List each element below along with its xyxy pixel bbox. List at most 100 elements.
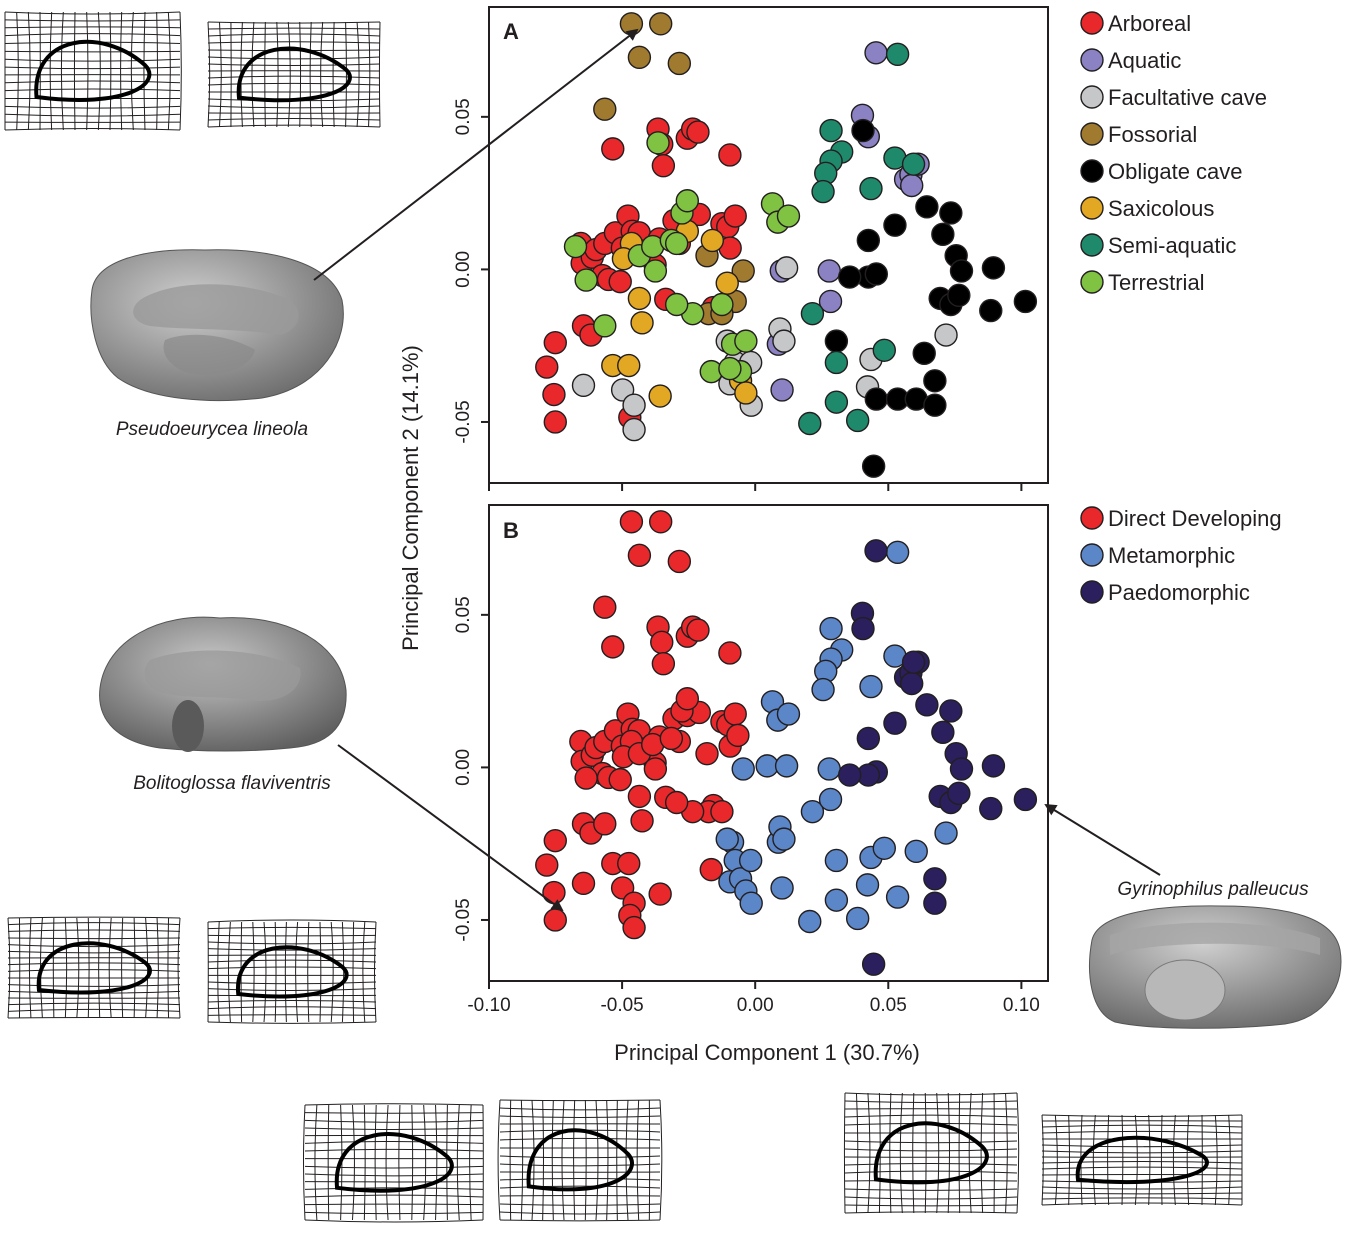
deformation-grid-6 — [497, 1099, 663, 1222]
point-metamorphic — [755, 754, 779, 778]
point-semi-aquatic — [872, 338, 896, 362]
panel-b-legend: Direct Developing Metamorphic Paedomorphic — [1080, 506, 1282, 605]
legend-label-arboreal: Arboreal — [1108, 11, 1191, 36]
point-obligate-cave — [824, 329, 849, 353]
point-fossorial — [619, 12, 644, 36]
point-metamorphic — [739, 891, 763, 915]
point-arboreal — [718, 143, 742, 167]
point-direct-developing — [648, 882, 672, 906]
panel-a-x-axis — [488, 483, 1023, 491]
legend-swatch-metamorphic — [1080, 543, 1104, 567]
point-arboreal — [601, 137, 625, 161]
point-facultative-cave — [934, 323, 958, 347]
point-metamorphic — [817, 757, 841, 781]
point-metamorphic — [715, 827, 739, 851]
legend-swatch-saxicolous — [1080, 196, 1104, 220]
point-paedomorphic — [851, 616, 875, 641]
point-paedomorphic — [981, 754, 1006, 778]
point-metamorphic — [934, 821, 958, 845]
point-direct-developing — [543, 828, 567, 853]
model-pseudoeurycea — [90, 249, 344, 401]
point-metamorphic — [776, 702, 801, 726]
point-paedomorphic — [1013, 787, 1038, 812]
point-obligate-cave — [931, 222, 955, 247]
point-direct-developing — [710, 799, 734, 824]
legend-label-obligate-cave: Obligate cave — [1108, 159, 1243, 184]
point-paedomorphic — [861, 952, 886, 976]
point-terrestrial — [675, 189, 700, 213]
point-paedomorphic — [923, 891, 947, 915]
point-direct-developing — [648, 510, 673, 534]
model-gyrinophilus — [1089, 905, 1342, 1029]
point-metamorphic — [770, 876, 794, 900]
point-saxicolous — [617, 353, 641, 378]
point-terrestrial — [646, 131, 670, 155]
point-obligate-cave — [939, 201, 963, 225]
point-saxicolous — [734, 381, 758, 405]
point-facultative-cave — [571, 373, 596, 398]
point-aquatic — [900, 173, 924, 198]
point-semi-aquatic — [798, 411, 822, 436]
point-obligate-cave — [979, 298, 1003, 323]
point-direct-developing — [667, 549, 692, 574]
point-direct-developing — [726, 723, 750, 748]
point-paedomorphic — [949, 757, 974, 781]
point-obligate-cave — [883, 213, 907, 237]
point-direct-developing — [608, 767, 632, 792]
point-direct-developing — [650, 630, 674, 655]
point-saxicolous — [700, 228, 725, 253]
point-aquatic — [864, 41, 888, 65]
point-obligate-cave — [912, 341, 936, 366]
point-facultative-cave — [622, 393, 646, 417]
point-terrestrial — [734, 329, 758, 353]
point-saxicolous — [627, 286, 652, 311]
point-saxicolous — [648, 384, 672, 408]
point-semi-aquatic — [859, 176, 883, 201]
point-arboreal — [608, 269, 632, 294]
point-paedomorphic — [939, 699, 963, 723]
point-aquatic — [818, 289, 843, 314]
point-paedomorphic — [947, 781, 971, 806]
point-direct-developing — [593, 595, 617, 619]
point-semi-aquatic — [800, 301, 825, 326]
point-arboreal — [542, 382, 566, 407]
y-tick-label: 0.05 — [453, 596, 474, 633]
point-saxicolous — [630, 311, 654, 335]
point-direct-developing — [543, 908, 567, 932]
legend-swatch-aquatic — [1080, 48, 1104, 72]
point-metamorphic — [855, 873, 880, 897]
panel-b: B -0.05 0.00 0.05 -0.10 -0.05 0.00 0.05 0.10 D… — [453, 504, 1282, 1016]
x-tick-label: 0.00 — [737, 995, 774, 1016]
point-metamorphic — [798, 909, 822, 934]
point-terrestrial — [664, 292, 689, 317]
arrow-to-pseudoeurycea-point — [313, 28, 639, 281]
point-metamorphic — [824, 848, 849, 873]
point-metamorphic — [845, 906, 870, 931]
point-direct-developing — [627, 784, 652, 809]
point-arboreal — [543, 410, 567, 434]
point-direct-developing — [535, 853, 559, 877]
panel-a-label: A — [503, 19, 519, 44]
point-semi-aquatic — [811, 179, 835, 204]
panel-b-x-axis: -0.10 -0.05 0.00 0.05 0.10 — [467, 981, 1040, 1016]
point-metamorphic — [818, 787, 843, 812]
point-semi-aquatic — [824, 350, 849, 375]
y-tick-label: -0.05 — [453, 898, 474, 941]
point-paedomorphic — [856, 726, 881, 751]
legend-swatch-semi-aquatic — [1080, 233, 1104, 257]
panel-a-points — [535, 12, 1038, 478]
deformation-grid-1 — [4, 11, 182, 131]
point-terrestrial — [593, 314, 617, 338]
y-axis-title: Principal Component 2 (14.1%) — [398, 345, 423, 651]
point-direct-developing — [643, 757, 668, 781]
point-metamorphic — [738, 848, 763, 873]
point-metamorphic — [800, 799, 825, 824]
point-obligate-cave — [949, 259, 974, 283]
point-fossorial — [627, 45, 652, 70]
point-paedomorphic — [979, 796, 1003, 821]
point-metamorphic — [774, 754, 799, 778]
point-paedomorphic — [883, 711, 907, 735]
point-semi-aquatic — [819, 118, 843, 143]
deformation-grid-7 — [843, 1092, 1020, 1214]
